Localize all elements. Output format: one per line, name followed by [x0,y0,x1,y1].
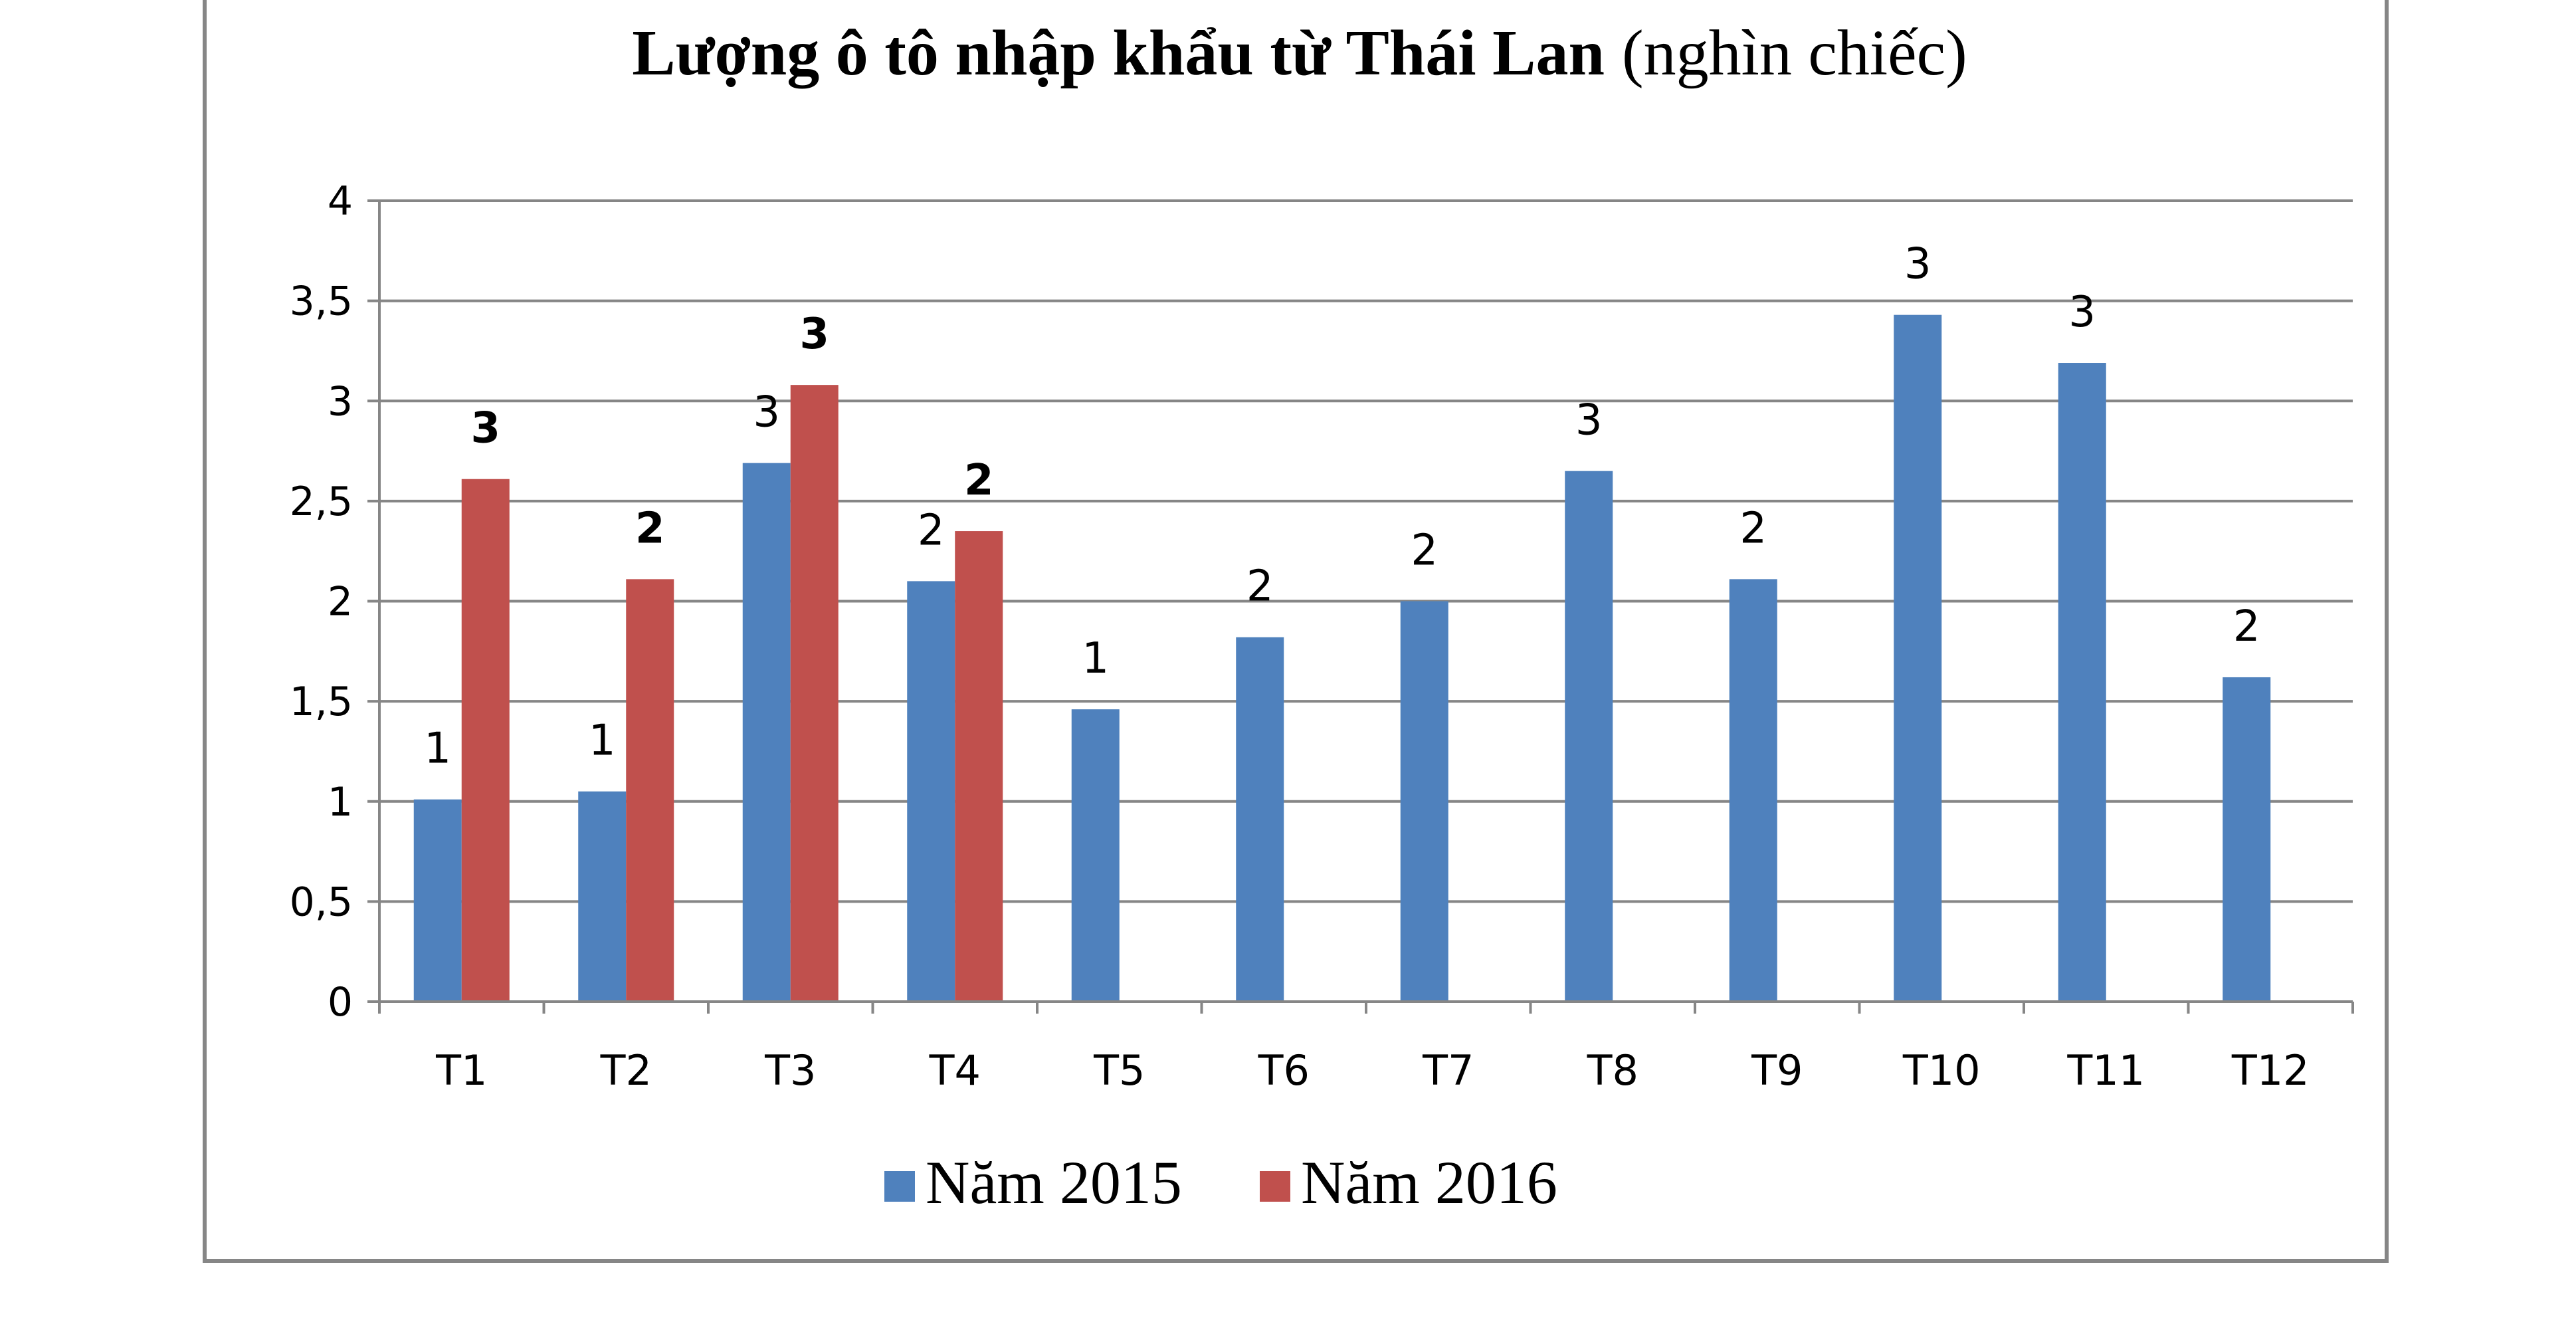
data-label: 3 [799,310,829,359]
x-tick-label: T2 [600,1046,652,1095]
chart-title: Lượng ô tô nhập khẩu từ Thái Lan (nghìn … [632,17,1967,89]
bar-t5-series-1 [1071,709,1120,1002]
bar-t12-series-1 [2223,677,2271,1002]
legend-swatch [1260,1171,1290,1202]
bar-t11-series-1 [2058,363,2106,1002]
data-label: 2 [964,456,994,505]
legend-label: Năm 2016 [1301,1149,1557,1216]
y-tick-label: 0,5 [290,879,353,925]
bar-t1-series-2 [461,479,510,1002]
x-tick-label: T10 [1902,1046,1981,1095]
y-tick-label: 3,5 [290,278,353,325]
legend: Năm 2015 Năm 2016 [884,1149,1557,1216]
y-tick-label: 3 [328,378,353,425]
data-label: 2 [918,506,945,555]
x-tick-label: T4 [929,1046,981,1095]
data-label: 1 [1082,634,1109,683]
data-label: 1 [424,724,451,774]
x-tick-label: T1 [435,1046,487,1095]
y-tick-label: 0 [328,979,353,1026]
x-tick-label: T11 [2066,1046,2145,1095]
x-tick-label: T7 [1422,1046,1474,1095]
y-tick-label: 1,5 [290,679,353,725]
data-label: 2 [2233,602,2260,651]
bar-t9-series-1 [1729,579,1777,1002]
x-tick-label: T3 [764,1046,816,1095]
bar-t2-series-1 [578,791,627,1002]
chart-frame: Lượng ô tô nhập khẩu từ Thái Lan (nghìn … [203,0,2389,1263]
data-label: 3 [1575,396,1603,445]
x-tick-label: T5 [1093,1046,1145,1095]
x-tick-label: T12 [2231,1046,2310,1095]
data-label: 2 [635,504,665,553]
data-label: 2 [1411,526,1438,576]
data-label: 1 [589,717,616,766]
bar-t1-series-1 [413,799,462,1002]
chart-title-main: Lượng ô tô nhập khẩu từ Thái Lan [632,17,1605,89]
bar-t7-series-1 [1400,601,1448,1002]
data-label: 2 [1246,562,1274,611]
bars [413,314,2271,1002]
bar-t3-series-2 [790,385,839,1002]
chart-canvas: Lượng ô tô nhập khẩu từ Thái Lan (nghìn … [290,17,2354,1216]
legend-label: Năm 2015 [926,1149,1182,1216]
legend-swatch [884,1171,915,1202]
data-label: 3 [1904,240,1932,289]
bar-t10-series-1 [1894,314,1942,1002]
x-tick-label: T6 [1258,1046,1310,1095]
bar-t6-series-1 [1236,637,1284,1002]
data-label: 3 [2068,288,2096,337]
bar-t3-series-1 [742,463,791,1002]
bar-t4-series-1 [907,581,955,1002]
chart-title-unit: (nghìn chiếc) [1622,17,1967,89]
y-tick-label: 2,5 [290,479,353,525]
y-tick-label: 4 [328,178,353,225]
y-tick-label: 2 [328,579,353,625]
data-label: 3 [470,404,500,453]
data-label: 3 [753,388,780,437]
bar-t8-series-1 [1565,471,1613,1002]
data-label: 2 [1739,504,1767,553]
bar-t2-series-2 [626,579,674,1002]
y-tick-label: 1 [328,779,353,826]
x-tick-label: T9 [1751,1046,1803,1095]
gridlines [379,199,2353,903]
bar-t4-series-2 [955,531,1003,1002]
x-tick-label: T8 [1587,1046,1638,1095]
axes: 0 0,5 1 1,5 2 2,5 3 3,5 4 T1 T2 T3 T4 T5 T6 T7 T8 T9 T10 T1… [290,178,2354,1095]
